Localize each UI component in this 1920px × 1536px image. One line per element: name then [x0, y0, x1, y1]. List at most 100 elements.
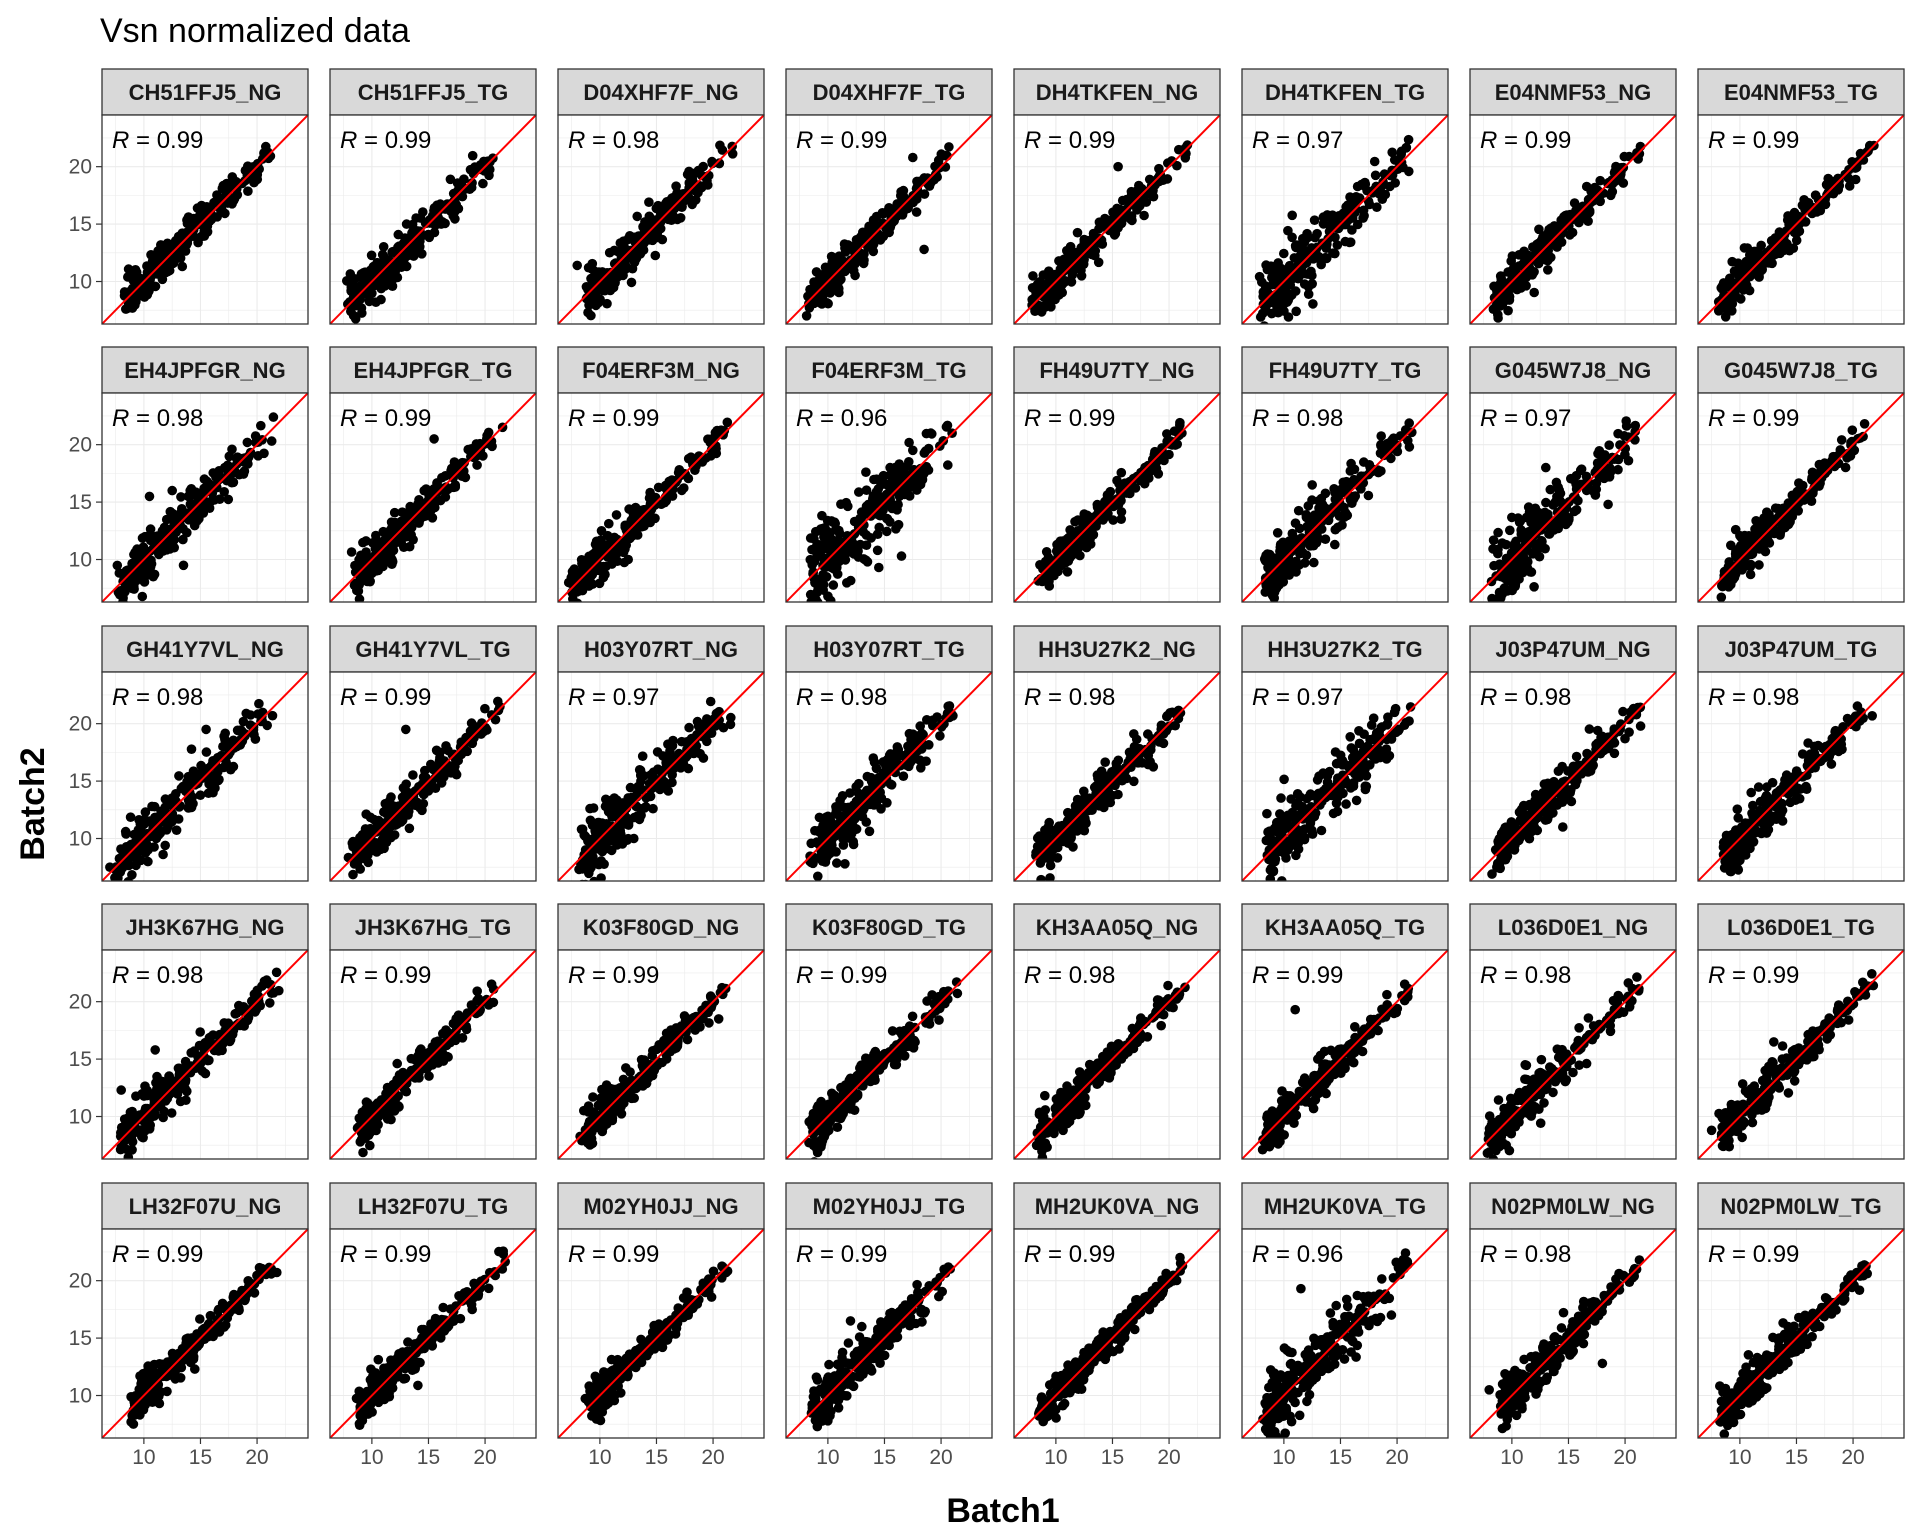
- data-point: [1359, 471, 1369, 482]
- data-point: [585, 566, 596, 577]
- data-point: [1792, 228, 1802, 238]
- data-point: [1503, 305, 1513, 316]
- outlier-point: [862, 557, 873, 567]
- data-point: [360, 563, 371, 573]
- data-point: [869, 474, 879, 485]
- facet-panel: D04XHF7F_NGR = 0.98: [557, 68, 765, 325]
- data-point: [698, 161, 708, 172]
- data-point: [1074, 538, 1084, 548]
- data-point: [1385, 181, 1395, 192]
- data-point: [915, 176, 925, 187]
- data-point: [936, 149, 947, 159]
- data-point: [116, 604, 126, 614]
- data-point: [1835, 445, 1846, 455]
- panel-border: [1697, 392, 1905, 603]
- data-point: [404, 823, 415, 834]
- facet-panel: E04NMF53_NG R = 0.99: [1469, 68, 1677, 325]
- data-point: [1285, 275, 1295, 286]
- correlation-label: R = 0.99: [796, 127, 887, 154]
- data-point: [1730, 569, 1741, 579]
- data-point: [718, 722, 729, 733]
- data-point: [1583, 216, 1593, 226]
- facet-panel: FH49U7TY_TGR = 0.98: [1241, 346, 1449, 603]
- data-point: [399, 508, 410, 518]
- data-point: [413, 499, 423, 509]
- data-point: [1356, 484, 1366, 494]
- outlier-point: [919, 244, 929, 255]
- panel-border: [1241, 392, 1449, 603]
- data-point: [389, 830, 400, 840]
- facet-strip-label: D04XHF7F_TG: [813, 80, 966, 105]
- data-point: [1065, 241, 1076, 252]
- data-point: [1859, 419, 1870, 429]
- facet-strip: [557, 68, 765, 116]
- facet-strip-label: CH51FFJ5_NG: [129, 80, 282, 105]
- data-point: [182, 215, 192, 225]
- data-point: [1534, 224, 1544, 235]
- data-point: [904, 457, 914, 467]
- data-point: [480, 703, 490, 714]
- y-tick-label: 15: [69, 491, 92, 514]
- data-point: [1632, 148, 1642, 158]
- data-point: [1522, 613, 1532, 623]
- data-point: [145, 266, 156, 277]
- data-point: [1523, 502, 1534, 512]
- data-point: [245, 710, 256, 720]
- identity-line: [786, 115, 992, 324]
- data-point: [716, 425, 726, 436]
- panel-border: [785, 392, 993, 603]
- data-point: [161, 514, 172, 525]
- data-point: [825, 595, 836, 602]
- data-point: [1816, 465, 1826, 476]
- facet-strip: [1241, 68, 1449, 116]
- data-point: [1591, 484, 1602, 495]
- data-point: [1527, 548, 1538, 559]
- data-point: [1793, 497, 1804, 508]
- facet-strip-label: GH41Y7VL_TG: [355, 637, 510, 662]
- data-point: [684, 178, 695, 188]
- data-point: [229, 183, 240, 193]
- data-point: [693, 721, 704, 731]
- data-point: [1263, 287, 1273, 298]
- data-point: [1593, 448, 1603, 459]
- data-point: [826, 251, 837, 262]
- data-point: [825, 288, 835, 298]
- data-point: [1317, 500, 1328, 511]
- data-point: [160, 802, 171, 812]
- data-point: [847, 262, 857, 273]
- facet-strip-label: H03Y07RT_NG: [584, 637, 738, 662]
- data-point: [429, 227, 440, 238]
- data-point: [680, 469, 691, 480]
- data-point: [483, 427, 494, 438]
- data-point: [648, 803, 658, 814]
- data-point: [384, 273, 394, 283]
- data-point: [1581, 181, 1592, 192]
- data-point: [648, 215, 658, 225]
- data-point: [1794, 489, 1804, 500]
- correlation-label: R = 0.98: [112, 405, 203, 432]
- identity-line: [1014, 393, 1220, 602]
- facet-strip-label: E04NMF53_NG: [1495, 80, 1652, 105]
- data-point: [1118, 211, 1128, 221]
- data-point: [1530, 255, 1541, 266]
- data-point: [1275, 546, 1285, 557]
- data-point: [1310, 232, 1320, 243]
- data-point: [1066, 528, 1077, 539]
- correlation-label: R = 0.99: [1480, 127, 1571, 154]
- outlier-point: [1113, 161, 1123, 172]
- data-point: [1534, 541, 1545, 551]
- data-point: [232, 725, 243, 736]
- data-point: [1716, 592, 1727, 602]
- data-point: [1139, 210, 1149, 221]
- data-point: [401, 219, 412, 229]
- data-point: [624, 504, 634, 514]
- data-point: [1630, 420, 1641, 431]
- data-point: [1529, 267, 1539, 277]
- data-point: [135, 561, 145, 572]
- data-point: [1174, 144, 1184, 155]
- facet-strip: [785, 68, 993, 116]
- identity-line: [330, 672, 536, 881]
- data-point: [812, 551, 823, 561]
- data-point: [157, 812, 168, 823]
- data-point: [354, 580, 365, 590]
